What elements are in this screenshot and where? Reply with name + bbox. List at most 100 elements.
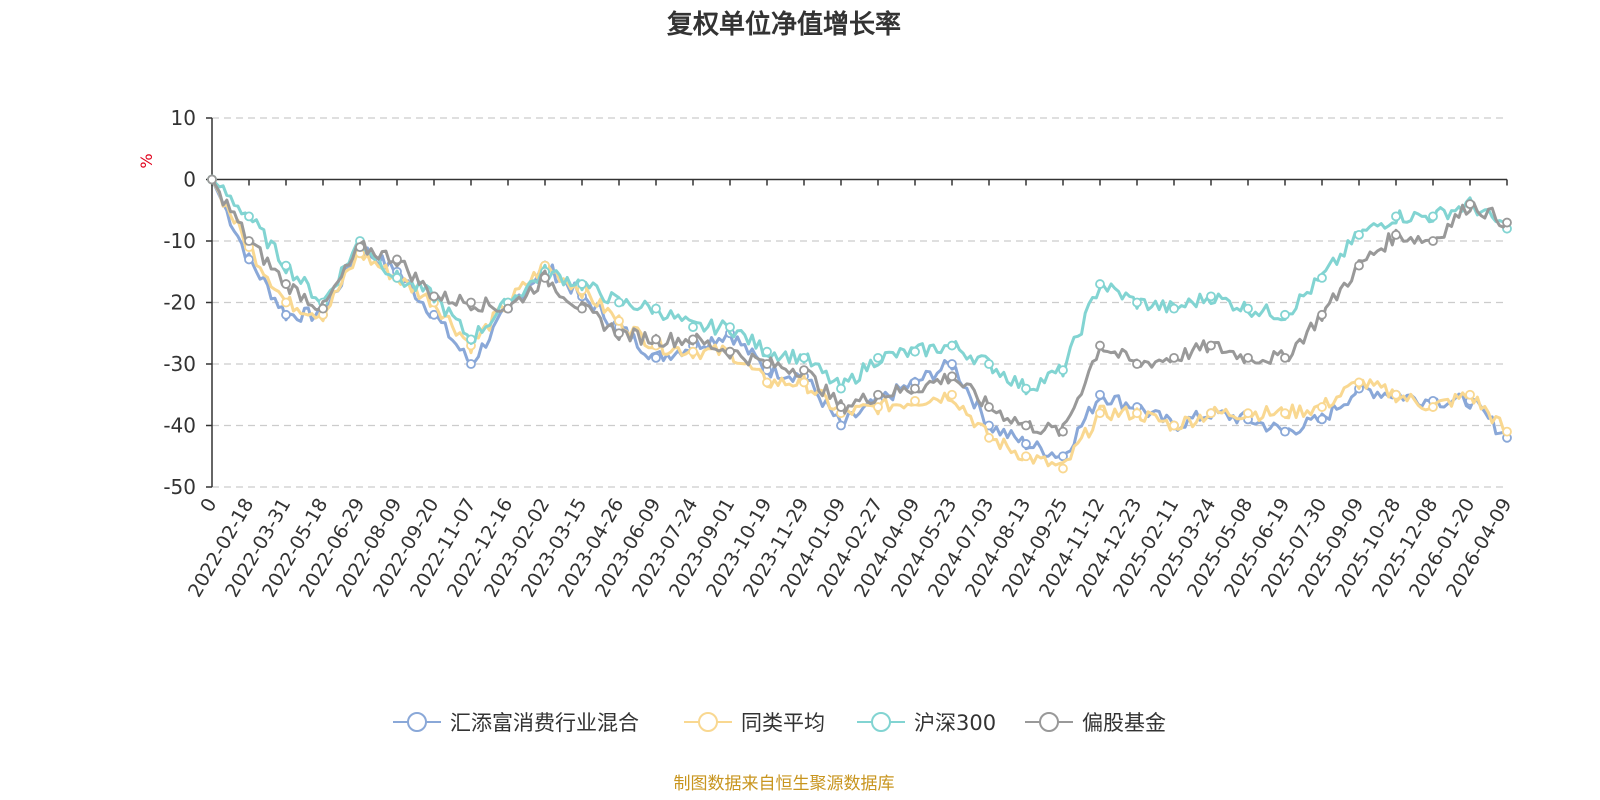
data-point — [1169, 420, 1179, 431]
data-point — [984, 432, 994, 443]
y-tick-label: -20 — [163, 291, 196, 315]
data-point — [429, 291, 439, 302]
y-tick-label: 10 — [171, 106, 196, 130]
data-point — [244, 254, 254, 265]
data-point — [577, 303, 587, 314]
data-point — [1428, 402, 1438, 412]
data-point — [910, 395, 920, 406]
data-point — [1021, 451, 1031, 462]
data-point — [281, 297, 291, 308]
y-tick-label: -30 — [163, 352, 196, 376]
data-point — [1391, 211, 1401, 222]
data-point — [1280, 352, 1290, 363]
data-point — [947, 340, 957, 351]
data-point — [1095, 408, 1105, 419]
data-point — [1465, 199, 1475, 210]
data-point — [762, 377, 772, 388]
data-point — [1317, 414, 1327, 425]
data-point — [762, 346, 772, 357]
legend-item[interactable]: 沪深300 — [857, 711, 996, 735]
series-line — [210, 178, 1509, 437]
data-point — [1095, 389, 1105, 400]
legend-item[interactable]: 汇添富消费行业混合 — [393, 711, 639, 735]
data-point — [1206, 340, 1216, 351]
y-tick-label: -40 — [163, 414, 196, 438]
data-point — [799, 377, 809, 388]
x-axis: 02022-02-182022-03-312022-05-182022-06-2… — [184, 179, 1516, 601]
legend-item[interactable]: 偏股基金 — [1025, 711, 1166, 735]
data-point — [1502, 217, 1512, 228]
data-point — [651, 303, 661, 314]
data-point — [355, 242, 365, 253]
data-point — [503, 303, 513, 314]
legend-circle-icon — [407, 712, 427, 732]
legend-item[interactable]: 同类平均 — [684, 711, 825, 735]
data-point — [281, 309, 291, 320]
data-point — [1428, 236, 1438, 246]
series-line — [210, 178, 1508, 468]
data-point — [1391, 229, 1401, 240]
data-point — [725, 322, 735, 333]
data-point — [1280, 426, 1290, 437]
data-point — [281, 260, 291, 271]
y-tick-label: 0 — [183, 168, 196, 192]
legend-label: 偏股基金 — [1082, 711, 1166, 735]
data-point — [1021, 420, 1031, 431]
data-point — [540, 272, 550, 283]
series-0 — [207, 174, 1512, 462]
series-2 — [207, 174, 1512, 396]
data-point — [1243, 408, 1253, 419]
data-point — [799, 352, 809, 363]
chart-title: 复权单位净值增长率 — [667, 9, 901, 40]
data-point — [1095, 279, 1105, 289]
data-point — [392, 272, 402, 283]
data-point — [466, 297, 476, 308]
data-point — [1058, 463, 1068, 474]
data-point — [762, 359, 772, 369]
grid-lines — [212, 117, 1507, 488]
data-point — [429, 309, 439, 320]
data-point — [466, 359, 476, 369]
data-point — [984, 359, 994, 369]
data-point — [1354, 377, 1364, 388]
data-point — [466, 334, 476, 345]
data-point — [614, 316, 624, 326]
legend-circle-icon — [698, 712, 718, 732]
data-point — [281, 279, 291, 289]
data-point — [1132, 359, 1142, 369]
data-point — [1280, 309, 1290, 320]
data-point — [614, 328, 624, 339]
legend-label: 汇添富消费行业混合 — [450, 711, 639, 735]
data-point — [392, 254, 402, 265]
data-point — [1132, 297, 1142, 308]
data-point — [1206, 291, 1216, 302]
y-axis: 10 0 -10 -20 -30 -40 -50 — [163, 106, 213, 499]
data-point — [873, 402, 883, 412]
data-point — [947, 359, 957, 369]
data-point — [1058, 451, 1068, 462]
data-point — [1317, 309, 1327, 320]
data-point — [725, 346, 735, 357]
data-point — [1317, 272, 1327, 283]
data-point — [207, 174, 217, 185]
series-lines — [207, 174, 1512, 474]
data-point — [1095, 340, 1105, 351]
data-point — [651, 352, 661, 363]
legend-label: 沪深300 — [914, 711, 996, 735]
data-point — [1021, 383, 1031, 394]
data-point — [614, 297, 624, 308]
data-point — [1354, 229, 1364, 240]
data-point — [947, 371, 957, 382]
legend[interactable]: 汇添富消费行业混合 同类平均 沪深300 偏股基金 — [393, 711, 1166, 735]
data-point — [244, 211, 254, 222]
legend-label: 同类平均 — [741, 711, 825, 735]
data-point — [651, 334, 661, 345]
data-point — [1169, 303, 1179, 314]
source-note: 制图数据来自恒生聚源数据库 — [674, 774, 895, 794]
data-point — [1243, 303, 1253, 314]
data-point — [688, 334, 698, 345]
data-point — [1058, 365, 1068, 376]
data-point — [873, 352, 883, 363]
data-point — [1317, 402, 1327, 412]
y-tick-label: -10 — [163, 229, 196, 253]
